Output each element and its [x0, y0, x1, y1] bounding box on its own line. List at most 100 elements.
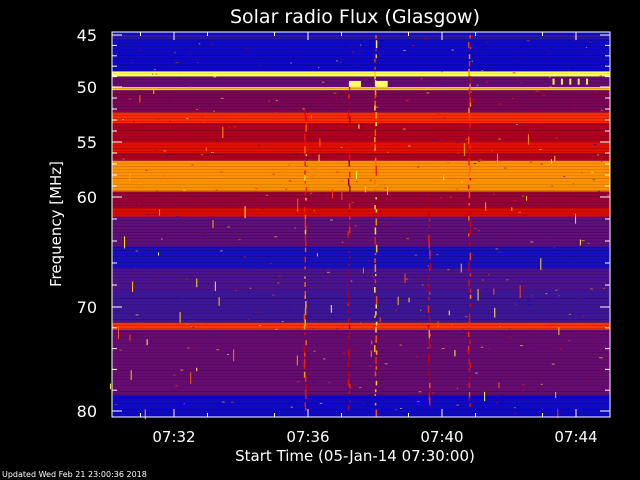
noise-speck — [281, 321, 284, 323]
burst-spike — [318, 154, 320, 162]
burst-dash — [349, 400, 351, 403]
noise-speck — [323, 358, 326, 360]
burst-dash — [375, 366, 378, 370]
noise-speck — [486, 81, 488, 83]
noise-speck — [530, 295, 534, 297]
noise-speck — [583, 301, 586, 303]
frequency-band — [112, 329, 610, 396]
noise-speck — [514, 303, 517, 305]
burst-dash — [375, 182, 378, 186]
band-striation — [112, 97, 610, 98]
noise-speck — [393, 301, 397, 303]
band-striation — [112, 91, 610, 92]
noise-speck — [365, 79, 367, 81]
band-striation — [112, 61, 610, 62]
band-striation — [112, 268, 610, 269]
burst-dash — [468, 107, 470, 114]
noise-speck — [174, 52, 176, 54]
noise-speck — [485, 288, 488, 290]
burst-dash — [428, 211, 430, 217]
noise-speck — [210, 152, 214, 154]
burst-dash — [374, 79, 377, 87]
noise-speck — [511, 97, 513, 99]
noise-speck — [196, 62, 199, 64]
burst-dash — [375, 121, 377, 127]
noise-speck — [389, 260, 391, 262]
band-striation — [112, 145, 610, 146]
noise-speck — [193, 197, 196, 199]
noise-speck — [416, 400, 420, 402]
noise-speck — [521, 195, 525, 197]
noise-speck — [309, 192, 313, 194]
noise-speck — [126, 355, 128, 357]
band-striation — [112, 376, 610, 377]
noise-speck — [112, 313, 114, 315]
band-striation — [112, 139, 610, 140]
y-tick-label: 70 — [77, 298, 97, 317]
burst-dash — [469, 228, 472, 235]
burst-dash — [428, 205, 431, 209]
burst-dash — [305, 197, 307, 201]
noise-speck — [518, 211, 521, 213]
band-striation — [112, 325, 610, 326]
noise-speck — [345, 343, 348, 345]
noise-speck — [522, 389, 524, 391]
noise-speck — [340, 147, 343, 149]
noise-speck — [139, 49, 141, 51]
band-striation — [112, 307, 610, 308]
noise-speck — [368, 260, 371, 262]
noise-speck — [589, 379, 593, 381]
noise-speck — [175, 62, 179, 64]
band-striation — [112, 277, 610, 278]
noise-speck — [529, 161, 533, 163]
noise-speck — [219, 171, 223, 173]
band-striation — [112, 394, 610, 395]
band-striation — [112, 121, 610, 122]
noise-speck — [135, 250, 139, 252]
burst-spike — [244, 206, 246, 219]
noise-speck — [474, 381, 477, 383]
band-striation — [112, 151, 610, 152]
noise-speck — [568, 313, 572, 315]
noise-speck — [599, 75, 602, 77]
noise-speck — [116, 115, 118, 117]
burst-dash — [304, 376, 307, 383]
noise-speck — [573, 36, 577, 38]
noise-speck — [204, 236, 206, 238]
band-striation — [112, 223, 610, 224]
burst-dash — [347, 291, 350, 298]
burst-dash — [429, 249, 431, 257]
noise-speck — [601, 215, 604, 217]
noise-speck — [234, 284, 236, 286]
band-striation — [112, 64, 610, 65]
burst-dash — [304, 389, 307, 397]
noise-speck — [442, 266, 445, 268]
noise-speck — [587, 242, 590, 244]
band-striation — [112, 127, 610, 128]
burst-dash — [375, 218, 378, 226]
noise-speck — [269, 263, 272, 265]
burst-dash — [347, 404, 350, 411]
burst-dash — [429, 333, 431, 337]
burst-dash — [374, 315, 376, 318]
burst-dash — [468, 396, 471, 402]
burst-spike — [569, 78, 572, 85]
noise-speck — [317, 153, 319, 155]
noise-speck — [213, 76, 217, 78]
burst-dash — [374, 71, 376, 80]
noise-speck — [445, 317, 448, 319]
noise-speck — [249, 292, 251, 294]
burst-dash — [349, 131, 351, 134]
burst-dash — [374, 189, 376, 192]
burst-dash — [304, 234, 307, 242]
noise-speck — [258, 146, 261, 148]
noise-speck — [303, 158, 306, 160]
noise-speck — [202, 121, 206, 123]
band-striation — [112, 388, 610, 389]
burst-dash — [428, 277, 430, 280]
noise-speck — [268, 100, 271, 102]
burst-spike — [117, 326, 119, 340]
noise-speck — [311, 327, 314, 329]
burst-spike — [493, 288, 495, 295]
noise-speck — [145, 276, 148, 278]
